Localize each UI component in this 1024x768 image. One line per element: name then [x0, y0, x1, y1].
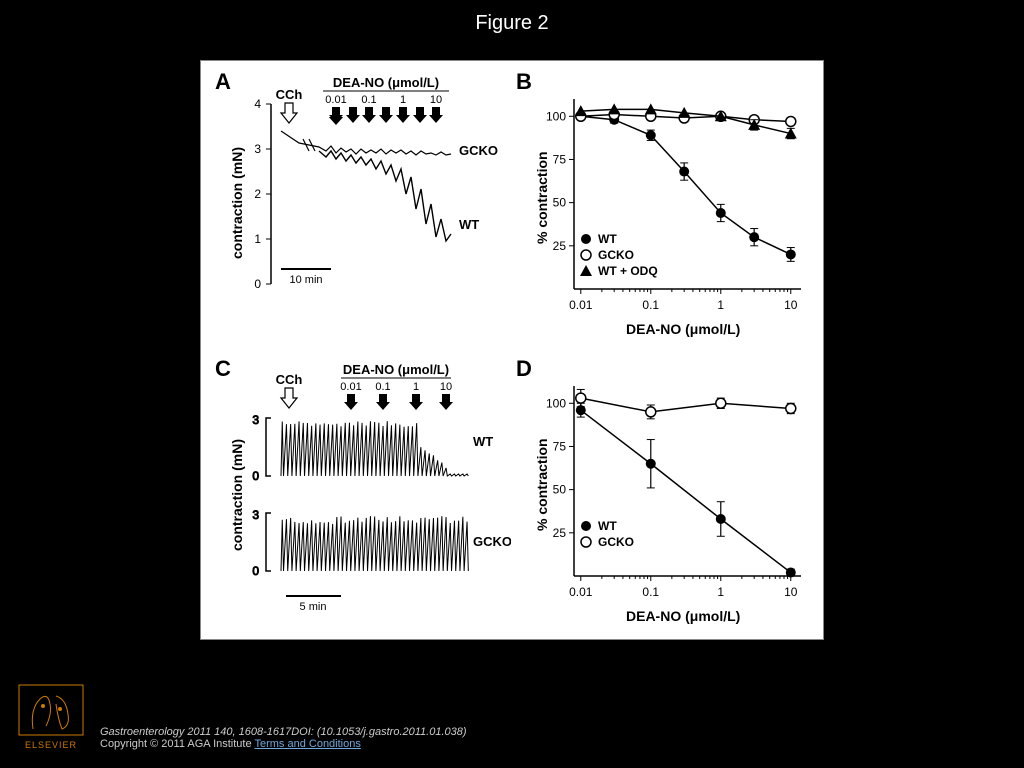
- cch-label: CCh: [276, 87, 303, 102]
- svg-text:0.01: 0.01: [569, 298, 593, 312]
- svg-text:0.01: 0.01: [340, 381, 361, 393]
- svg-text:0.1: 0.1: [642, 298, 659, 312]
- terms-link[interactable]: Terms and Conditions: [254, 738, 360, 750]
- svg-text:0.1: 0.1: [361, 94, 376, 106]
- svg-text:75: 75: [553, 439, 567, 453]
- svg-text:5 min: 5 min: [300, 601, 327, 613]
- svg-text:10: 10: [440, 381, 452, 393]
- svg-text:10: 10: [784, 585, 798, 599]
- svg-text:CCh: CCh: [276, 372, 303, 387]
- svg-text:25: 25: [553, 526, 567, 540]
- svg-text:0: 0: [252, 564, 259, 578]
- svg-text:1: 1: [413, 381, 419, 393]
- svg-text:WT: WT: [473, 434, 493, 449]
- footer: Gastroenterology 2011 140, 1608-1617DOI:…: [100, 726, 467, 750]
- svg-text:1: 1: [717, 585, 724, 599]
- svg-text:4: 4: [254, 97, 261, 111]
- svg-text:2: 2: [254, 187, 261, 201]
- svg-text:1: 1: [254, 232, 261, 246]
- panel-b-ylabel: % contraction: [534, 151, 550, 244]
- svg-text:0.01: 0.01: [325, 94, 346, 106]
- svg-text:3: 3: [252, 413, 259, 427]
- panel-c-svg: CCh DEA-NO (μmol/L) 0.01 0.1 1 10 3 0: [211, 356, 511, 636]
- svg-text:0: 0: [252, 469, 259, 483]
- panel-d-ylabel: % contraction: [534, 438, 550, 531]
- svg-text:10: 10: [430, 94, 442, 106]
- scale-bar-a: 10 min: [289, 274, 322, 286]
- figure-title: Figure 2: [0, 0, 1024, 35]
- trace-wt-label: WT: [459, 217, 479, 232]
- panel-d-xlabel: DEA-NO (μmol/L): [626, 608, 740, 624]
- panel-b-xlabel: DEA-NO (μmol/L): [626, 321, 740, 337]
- svg-text:10: 10: [784, 298, 798, 312]
- svg-text:WT + ODQ: WT + ODQ: [598, 264, 658, 278]
- svg-text:0.01: 0.01: [569, 585, 593, 599]
- svg-text:50: 50: [553, 196, 567, 210]
- panel-d: D 2550751000.010.1110WTGCKO % contractio…: [516, 356, 816, 636]
- panel-c: C CCh DEA-NO (μmol/L) 0.010.1110 3: [211, 356, 511, 636]
- publisher-logo: ELSEVIER: [18, 684, 84, 750]
- svg-text:GCKO: GCKO: [473, 534, 511, 549]
- svg-text:50: 50: [553, 483, 567, 497]
- svg-text:1: 1: [400, 94, 406, 106]
- panel-a-ylabel: contraction (mN): [229, 147, 245, 259]
- panel-b-chart: 25 50 75 100 0.01 0.1 1 10 WT GCKO WT + ODQ: [516, 69, 816, 349]
- panel-b: B 2550751000.010.1110WTGCKOWT + ODQ % co…: [516, 69, 816, 349]
- svg-text:100: 100: [546, 109, 566, 123]
- dose-header-a: DEA-NO (μmol/L): [333, 75, 439, 90]
- publisher-name: ELSEVIER: [18, 740, 84, 750]
- panel-a: A 0 1 2 3 4 CCh DEA-NO (μmol/L) 0.010.11…: [211, 69, 511, 339]
- svg-text:WT: WT: [598, 519, 617, 533]
- svg-text:0.1: 0.1: [375, 381, 390, 393]
- svg-text:WT: WT: [598, 232, 617, 246]
- svg-text:75: 75: [553, 152, 567, 166]
- panel-d-chart: 25 50 75 100 0.01 0.1 1 10 WT GCKO: [516, 356, 816, 636]
- copyright-text: Copyright © 2011 AGA Institute: [100, 738, 254, 750]
- trace-gcko-label: GCKO: [459, 143, 498, 158]
- svg-text:100: 100: [546, 396, 566, 410]
- svg-text:3: 3: [252, 508, 259, 522]
- svg-text:3: 3: [254, 142, 261, 156]
- figure-panel-container: A 0 1 2 3 4 CCh DEA-NO (μmol/L) 0.010.11…: [200, 60, 824, 640]
- svg-text:0: 0: [254, 277, 261, 291]
- panel-a-svg: 0 1 2 3 4 CCh DEA-NO (μmol/L) 0.01 0.1 1 10: [211, 69, 511, 339]
- svg-text:1: 1: [717, 298, 724, 312]
- citation-line: Gastroenterology 2011 140, 1608-1617DOI:…: [100, 726, 467, 738]
- svg-text:DEA-NO (μmol/L): DEA-NO (μmol/L): [343, 362, 449, 377]
- svg-text:GCKO: GCKO: [598, 248, 634, 262]
- svg-text:GCKO: GCKO: [598, 535, 634, 549]
- svg-text:25: 25: [553, 239, 567, 253]
- panel-c-ylabel: contraction (mN): [229, 439, 245, 551]
- svg-text:0.1: 0.1: [642, 585, 659, 599]
